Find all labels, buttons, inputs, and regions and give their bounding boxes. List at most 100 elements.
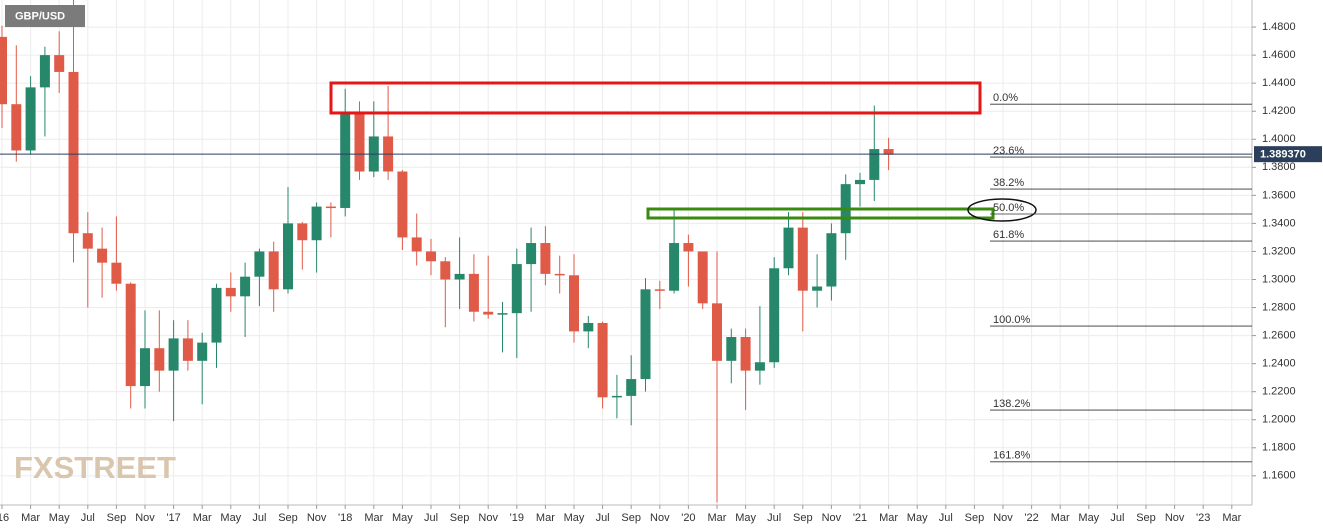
y-tick-label: 1.3200 xyxy=(1262,245,1296,257)
x-tick-label: '16 xyxy=(0,512,9,524)
candle-body xyxy=(640,289,651,380)
candle-body xyxy=(426,251,436,262)
candle-body xyxy=(683,243,694,252)
candle-body xyxy=(225,287,236,297)
candle-body xyxy=(869,149,880,180)
candle-body xyxy=(611,395,622,398)
x-tick-label: '23 xyxy=(1196,512,1210,524)
x-tick-label: May xyxy=(907,512,928,524)
candle-body xyxy=(826,233,837,287)
y-tick-label: 1.4600 xyxy=(1262,49,1296,61)
candle-body xyxy=(211,287,222,343)
x-tick-label: Mar xyxy=(1051,512,1070,524)
candle-body xyxy=(583,322,594,332)
candle-body xyxy=(125,283,136,387)
candle-body xyxy=(769,268,780,363)
highlight-ellipse xyxy=(967,198,1037,222)
candle-body xyxy=(82,233,93,249)
candle-body xyxy=(154,348,165,371)
candle-body xyxy=(68,71,79,234)
y-tick-label: 1.4400 xyxy=(1262,77,1296,89)
x-tick-label: '17 xyxy=(166,512,180,524)
candle-body xyxy=(483,311,494,315)
candle-body xyxy=(540,243,551,274)
y-tick-label: 1.3400 xyxy=(1262,217,1296,229)
candle-body xyxy=(168,338,179,371)
x-tick-label: Jul xyxy=(81,512,95,524)
x-tick-label: '20 xyxy=(681,512,695,524)
candle-body xyxy=(39,55,50,88)
chart-title: GBP/USD xyxy=(15,10,65,22)
x-tick-label: Sep xyxy=(1136,512,1156,524)
x-tick-label: Mar xyxy=(708,512,727,524)
x-tick-label: May xyxy=(564,512,585,524)
y-tick-label: 1.3000 xyxy=(1262,273,1296,285)
y-tick-label: 1.2600 xyxy=(1262,329,1296,341)
y-tick-label: 1.4200 xyxy=(1262,105,1296,117)
candle-body xyxy=(526,243,537,265)
x-tick-label: May xyxy=(735,512,756,524)
candle-body xyxy=(254,251,265,277)
candle-body xyxy=(626,379,637,396)
candle-body xyxy=(440,261,451,280)
x-tick-label: Nov xyxy=(478,512,498,524)
fib-label: 61.8% xyxy=(993,229,1024,241)
candle-body xyxy=(569,275,579,332)
x-tick-label: Mar xyxy=(1222,512,1241,524)
candle-body xyxy=(754,362,765,371)
last-price-label: 1.389370 xyxy=(1260,149,1306,161)
x-tick-label: '22 xyxy=(1024,512,1038,524)
x-tick-label: May xyxy=(392,512,413,524)
x-tick-label: Jul xyxy=(424,512,438,524)
x-tick-label: Nov xyxy=(1165,512,1185,524)
x-tick-label: May xyxy=(49,512,70,524)
candle-body xyxy=(97,248,108,263)
candle-body xyxy=(797,227,808,291)
x-tick-label: Sep xyxy=(965,512,985,524)
x-tick-label: '19 xyxy=(510,512,524,524)
x-tick-label: Jul xyxy=(252,512,266,524)
x-tick-label: Sep xyxy=(107,512,127,524)
y-tick-label: 1.4000 xyxy=(1262,133,1296,145)
candle-body xyxy=(54,55,65,72)
y-tick-label: 1.3600 xyxy=(1262,189,1296,201)
candle-body xyxy=(140,348,150,387)
y-tick-label: 1.1600 xyxy=(1262,470,1296,482)
resistance-zone xyxy=(329,81,982,115)
candle-body xyxy=(11,104,22,151)
grid xyxy=(0,0,1252,505)
candle-body xyxy=(497,313,508,315)
candle-body xyxy=(340,112,351,208)
x-tick-label: Nov xyxy=(650,512,670,524)
fib-label: 38.2% xyxy=(993,177,1024,189)
x-tick-label: Nov xyxy=(822,512,842,524)
candle-body xyxy=(654,289,665,291)
x-tick-label: Jul xyxy=(939,512,953,524)
fib-label: 0.0% xyxy=(993,92,1018,104)
candle-body xyxy=(268,251,279,290)
x-tick-label: May xyxy=(1078,512,1099,524)
candle-body xyxy=(197,342,208,361)
candle-body xyxy=(354,112,365,172)
x-tick-label: Mar xyxy=(879,512,898,524)
candle-body xyxy=(397,171,408,238)
candle-body xyxy=(240,276,251,297)
candle-body xyxy=(783,227,794,269)
y-tick-label: 1.3800 xyxy=(1262,161,1296,173)
x-tick-label: Jul xyxy=(596,512,610,524)
candle-body xyxy=(454,273,465,280)
candle-body xyxy=(511,264,522,314)
x-tick-label: Jul xyxy=(1110,512,1124,524)
candle-body xyxy=(855,179,865,185)
x-tick-label: Mar xyxy=(364,512,383,524)
candle-body xyxy=(740,336,751,371)
candle-body xyxy=(812,286,823,291)
candle-body xyxy=(697,251,708,304)
watermark: FXSTREET xyxy=(14,450,176,485)
candle-body xyxy=(597,322,608,398)
x-tick-label: Sep xyxy=(621,512,641,524)
candle-body xyxy=(712,303,722,361)
candle-body xyxy=(669,243,680,291)
title-box xyxy=(5,5,85,27)
